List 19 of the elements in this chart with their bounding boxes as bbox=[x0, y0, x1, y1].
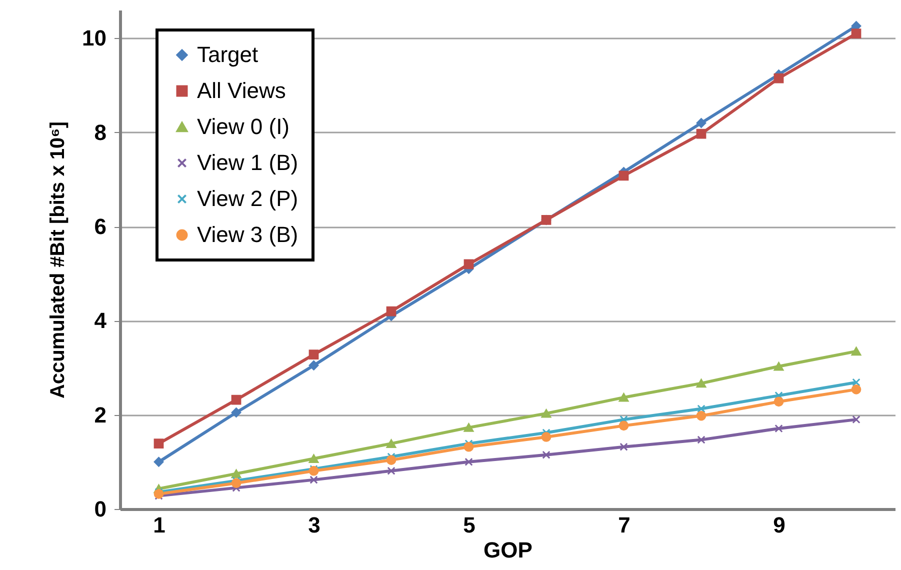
legend-label: View 2 (P) bbox=[197, 186, 298, 211]
x-tick-label: 7 bbox=[618, 512, 630, 538]
x-axis-title: GOP bbox=[484, 538, 532, 562]
y-tick-label: 6 bbox=[94, 214, 106, 240]
y-tick-label: 8 bbox=[94, 120, 106, 145]
y-tick-label: 4 bbox=[94, 308, 108, 334]
legend-label: View 1 (B) bbox=[197, 150, 298, 175]
x-tick-label: 9 bbox=[773, 512, 786, 538]
x-tick-label: 3 bbox=[308, 512, 320, 538]
legend-label: Target bbox=[197, 42, 258, 67]
x-tick-label: 5 bbox=[463, 512, 476, 538]
legend-label: View 0 (I) bbox=[197, 114, 290, 139]
y-tick-label: 10 bbox=[82, 26, 106, 51]
legend-label: View 3 (B) bbox=[197, 222, 298, 247]
y-axis-title: Accumulated #Bit [bits x 10⁶] bbox=[47, 121, 70, 399]
legend-label: All Views bbox=[197, 78, 286, 103]
x-tick-label: 1 bbox=[153, 512, 166, 538]
y-tick-label: 2 bbox=[94, 402, 106, 428]
y-tick-label: 0 bbox=[94, 496, 106, 522]
